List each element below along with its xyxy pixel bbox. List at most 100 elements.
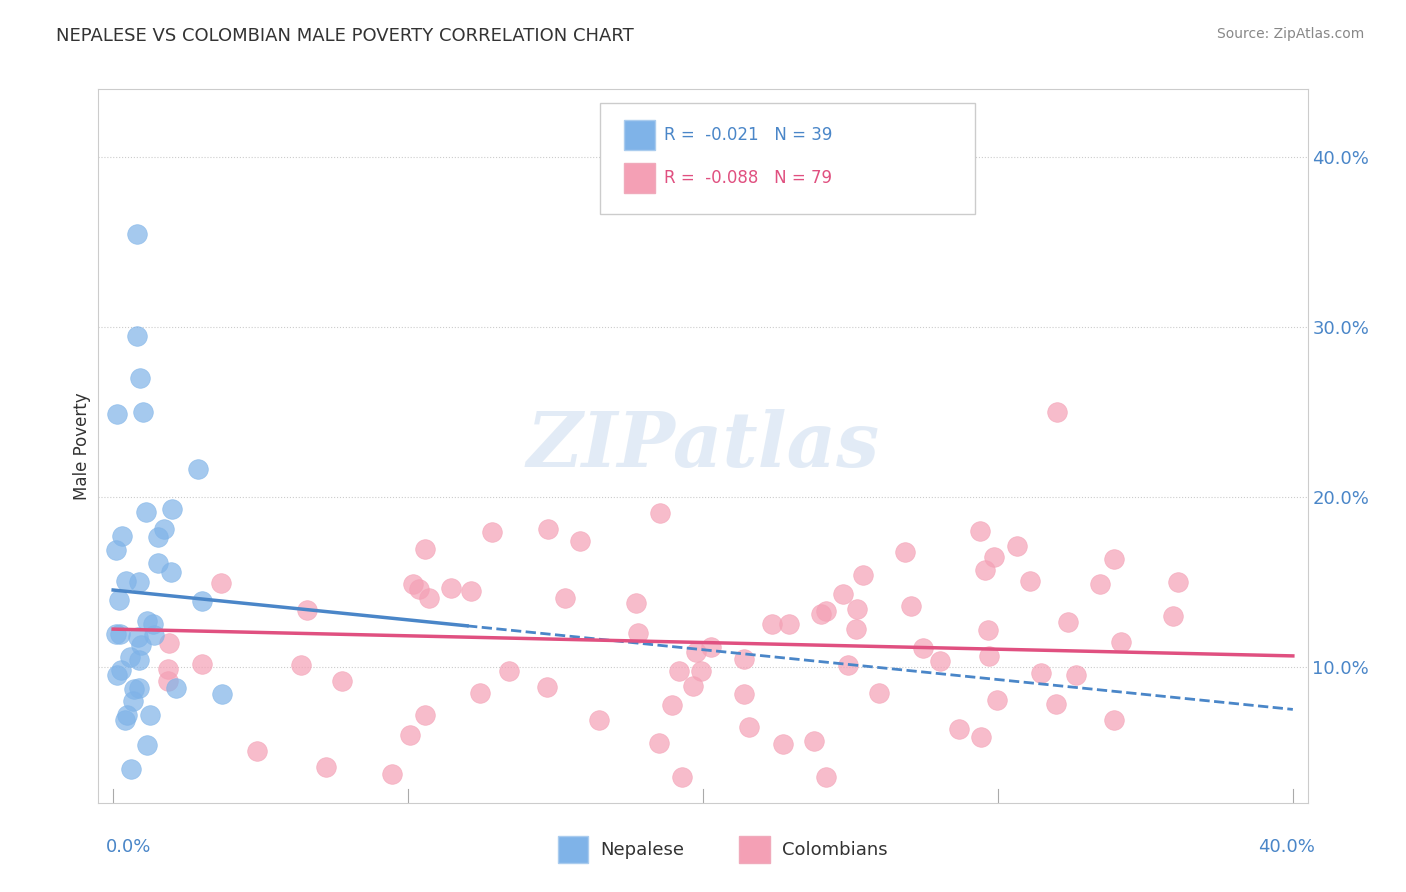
Point — [832, 587, 855, 601]
Text: 40.0%: 40.0% — [1258, 838, 1315, 855]
Point — [211, 687, 233, 701]
Point — [536, 681, 558, 695]
Point — [1031, 665, 1053, 680]
Point — [107, 668, 129, 682]
Point — [105, 543, 128, 558]
Point — [568, 534, 591, 549]
Point — [868, 686, 890, 700]
Point — [398, 728, 420, 742]
Bar — [558, 837, 588, 863]
Point — [1057, 615, 1080, 630]
Point — [402, 577, 425, 591]
Text: Colombians: Colombians — [782, 841, 887, 859]
Point — [381, 767, 404, 781]
Point — [810, 607, 832, 621]
Point — [700, 640, 723, 654]
Point — [413, 708, 436, 723]
Point — [900, 599, 922, 613]
Point — [111, 529, 134, 543]
Point — [970, 730, 993, 744]
Point — [110, 663, 132, 677]
Text: ZIPatlas: ZIPatlas — [526, 409, 880, 483]
Bar — [740, 837, 769, 863]
Point — [733, 688, 755, 702]
Point — [1045, 698, 1067, 712]
Point — [108, 626, 131, 640]
Point — [413, 541, 436, 556]
Point — [1109, 634, 1132, 648]
Point — [135, 505, 157, 519]
Point — [738, 720, 761, 734]
Point — [157, 662, 180, 676]
Point — [588, 713, 610, 727]
Point — [187, 462, 209, 476]
Point — [128, 653, 150, 667]
Point — [894, 545, 917, 559]
Point — [498, 664, 520, 678]
Point — [537, 523, 560, 537]
Point — [128, 681, 150, 695]
Bar — [624, 120, 655, 150]
Point — [139, 708, 162, 723]
Point — [1019, 574, 1042, 589]
Point — [152, 523, 174, 537]
Point — [948, 723, 970, 737]
Point — [554, 591, 576, 605]
Text: Source: ZipAtlas.com: Source: ZipAtlas.com — [1216, 27, 1364, 41]
Point — [105, 627, 128, 641]
Text: NEPALESE VS COLOMBIAN MALE POVERTY CORRELATION CHART: NEPALESE VS COLOMBIAN MALE POVERTY CORRE… — [56, 27, 634, 45]
Point — [146, 530, 169, 544]
Point — [131, 405, 153, 419]
Y-axis label: Male Poverty: Male Poverty — [73, 392, 91, 500]
Point — [661, 698, 683, 712]
Point — [460, 584, 482, 599]
Point — [648, 506, 671, 520]
Text: R =  -0.088   N = 79: R = -0.088 N = 79 — [664, 169, 832, 186]
Point — [157, 636, 180, 650]
Point — [837, 658, 859, 673]
Point — [125, 227, 148, 241]
Point — [129, 638, 152, 652]
Point — [815, 604, 838, 618]
Point — [481, 525, 503, 540]
Point — [418, 591, 440, 605]
Point — [162, 502, 184, 516]
Point — [733, 652, 755, 666]
Point — [974, 563, 997, 577]
Point — [845, 622, 868, 636]
Text: Nepalese: Nepalese — [600, 841, 685, 859]
Point — [120, 762, 142, 776]
Point — [122, 682, 145, 697]
Point — [107, 593, 129, 607]
Point — [1046, 405, 1069, 419]
FancyBboxPatch shape — [600, 103, 976, 214]
Point — [160, 565, 183, 579]
Point — [772, 737, 794, 751]
Point — [114, 713, 136, 727]
Point — [1167, 575, 1189, 590]
Point — [135, 614, 157, 628]
Point — [977, 648, 1000, 663]
Point — [246, 744, 269, 758]
Point — [315, 760, 337, 774]
Point — [128, 371, 150, 385]
Point — [778, 617, 800, 632]
Text: 0.0%: 0.0% — [105, 838, 150, 855]
Point — [440, 582, 463, 596]
Point — [1102, 552, 1125, 566]
Point — [911, 640, 934, 655]
Point — [295, 603, 318, 617]
Point — [190, 594, 212, 608]
Point — [330, 673, 353, 688]
Point — [118, 650, 141, 665]
Point — [290, 658, 312, 673]
Point — [191, 657, 214, 672]
Point — [1088, 576, 1111, 591]
Point — [815, 770, 838, 784]
Point — [408, 582, 430, 597]
Point — [142, 617, 165, 632]
Text: R =  -0.021   N = 39: R = -0.021 N = 39 — [664, 126, 832, 144]
Point — [127, 630, 149, 644]
Point — [977, 623, 1000, 637]
Point — [671, 770, 693, 784]
